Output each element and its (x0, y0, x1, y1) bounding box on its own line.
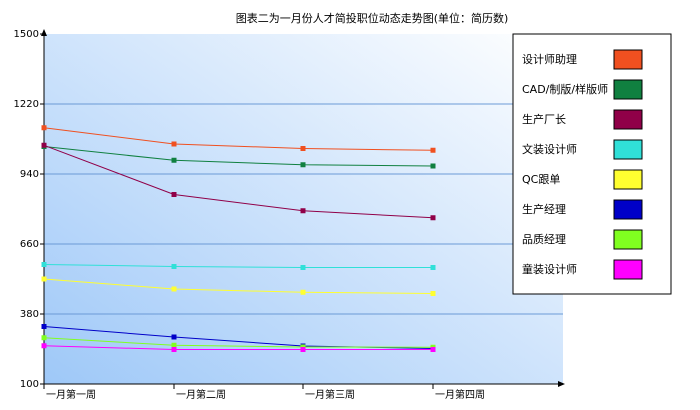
x-tick-label: 一月第三周 (305, 388, 355, 401)
y-axis-arrow (41, 29, 47, 36)
legend-swatch (613, 49, 643, 70)
legend-label: 品质经理 (522, 233, 566, 246)
legend-label: CAD/制版/样版师 (522, 82, 608, 96)
series-line (43, 345, 433, 350)
chart-title: 图表二为一月份人才简投职位动态走势图(单位：简历数) (236, 11, 509, 25)
series-line (43, 337, 434, 348)
data-point (430, 163, 436, 169)
legend-label: 文装设计师 (522, 142, 577, 156)
x-tick-label: 一月第四周 (435, 388, 485, 401)
data-point (41, 276, 47, 282)
gridlines (44, 103, 563, 315)
data-point (430, 215, 436, 221)
series-line (43, 264, 433, 268)
data-point (171, 342, 177, 348)
legend-label: 生产厂长 (522, 112, 566, 126)
data-point (430, 347, 436, 352)
data-point (300, 146, 306, 151)
series-line (43, 144, 434, 219)
data-point (41, 262, 47, 267)
y-tick-label: 940 (20, 169, 39, 180)
legend-label: 设计师助理 (522, 52, 577, 66)
legend-label: 生产经理 (522, 202, 566, 216)
data-point (300, 289, 306, 295)
legend-label: QC跟单 (522, 173, 560, 186)
data-point (300, 208, 306, 214)
legend-swatch (613, 259, 643, 280)
data-point (171, 264, 177, 269)
data-point (171, 157, 177, 163)
x-tick-label: 一月第二周 (176, 388, 226, 401)
data-point (171, 192, 177, 197)
series-lines (41, 125, 436, 352)
y-tick-label: 1220 (14, 99, 39, 110)
data-point (300, 265, 306, 270)
data-point (430, 147, 436, 153)
data-point (171, 334, 177, 340)
data-point (430, 265, 436, 270)
y-tick-label: 660 (20, 239, 39, 250)
legend-label: 童装设计师 (522, 262, 577, 276)
series-line (43, 127, 434, 151)
data-point (41, 125, 47, 131)
data-point (171, 141, 177, 147)
data-point (41, 324, 47, 329)
legend-swatch (613, 139, 643, 160)
y-tick-label: 100 (20, 379, 39, 390)
legend-swatch (613, 169, 643, 190)
x-axis-arrow (558, 381, 565, 387)
data-point (41, 343, 47, 349)
legend-box (512, 33, 672, 295)
data-point (300, 162, 306, 168)
series-line (43, 146, 434, 167)
y-tick-label: 1500 (14, 29, 39, 40)
x-tick-label: 一月第一周 (46, 388, 96, 401)
legend-swatch (613, 199, 643, 220)
data-point (171, 286, 177, 292)
data-point (430, 291, 436, 296)
data-point (41, 335, 47, 341)
axes: 100 380 660 940 1220 1500 一月第一周 一月第二周 一月第三周 一月第四周 (14, 29, 565, 401)
legend-swatch (613, 109, 643, 130)
legend-swatch (613, 79, 643, 100)
y-tick-label: 380 (20, 309, 39, 320)
data-point (300, 347, 306, 352)
data-point (41, 142, 47, 148)
legend-swatch (613, 229, 643, 250)
data-point (171, 347, 177, 352)
series-line (43, 278, 434, 294)
